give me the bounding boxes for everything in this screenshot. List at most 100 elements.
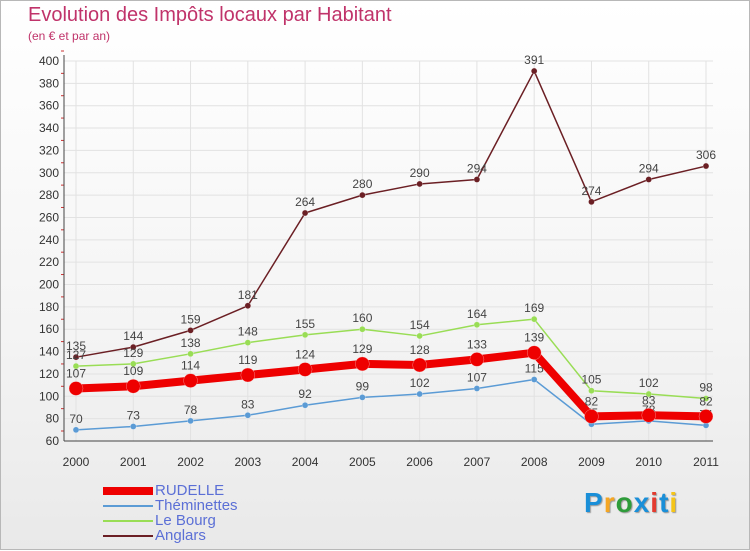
- data-label-le-bourg-2010: 102: [639, 376, 659, 390]
- x-tick-label-2004: 2004: [292, 455, 319, 469]
- data-label-anglars-2002: 159: [181, 312, 201, 326]
- legend-label-theminettes: Théminettes: [155, 497, 238, 514]
- x-tick-label-2009: 2009: [578, 455, 605, 469]
- y-tick-label-140: 140: [39, 345, 59, 359]
- series-line-le-bourg: [75, 318, 707, 400]
- data-label-le-bourg-2005: 160: [352, 311, 372, 325]
- data-label-le-bourg-2008: 169: [524, 301, 544, 315]
- point-anglars-2010: [645, 176, 652, 183]
- y-tick-label-160: 160: [39, 322, 59, 336]
- point-rudelle-2011: [698, 409, 714, 424]
- legend-swatch-theminettes: [103, 505, 153, 507]
- point-rudelle-2004: [297, 362, 313, 377]
- data-label-theminettes-2002: 78: [184, 403, 198, 417]
- point-theminettes-2006: [416, 390, 423, 398]
- data-label-anglars-2009: 274: [581, 184, 601, 198]
- data-label-theminettes-2003: 83: [241, 397, 255, 411]
- point-le-bourg-2005: [359, 325, 366, 333]
- y-tick-label-340: 340: [39, 121, 59, 135]
- point-anglars-2009: [588, 198, 595, 206]
- logo-letter: i: [650, 487, 660, 518]
- point-rudelle-2010: [641, 408, 656, 423]
- x-tick-label-2003: 2003: [234, 455, 261, 469]
- data-label-anglars-2011: 306: [696, 148, 716, 162]
- point-le-bourg-2009: [588, 387, 595, 394]
- y-tick-label-120: 120: [39, 367, 59, 381]
- data-label-le-bourg-2001: 129: [123, 346, 143, 360]
- x-tick-label-2010: 2010: [635, 455, 662, 469]
- x-tick-label-2006: 2006: [406, 455, 433, 469]
- data-label-rudelle-2004: 124: [295, 347, 315, 361]
- point-anglars-2000: [72, 353, 80, 361]
- chart-title: Evolution des Impôts locaux par Habitant: [28, 4, 392, 26]
- data-label-rudelle-2000: 107: [66, 366, 86, 380]
- chart-subtitle: (en € et par an): [28, 29, 111, 43]
- x-tick-label-2011: 2011: [693, 455, 719, 469]
- data-label-rudelle-2011: 82: [699, 394, 713, 408]
- data-label-rudelle-2009: 82: [585, 394, 599, 408]
- y-tick-label-280: 280: [39, 188, 59, 202]
- legend-item-le-bourg: Le Bourg: [103, 512, 303, 529]
- y-tick-label-60: 60: [46, 434, 60, 448]
- data-label-anglars-2006: 290: [410, 166, 430, 180]
- y-tick-label-240: 240: [39, 233, 59, 247]
- logo-letter: x: [633, 487, 651, 518]
- point-theminettes-2001: [130, 423, 137, 430]
- proxiti-logo: Proxiti: [584, 487, 678, 519]
- point-rudelle-2006: [412, 357, 427, 373]
- point-anglars-2006: [416, 180, 423, 188]
- point-le-bourg-2002: [187, 350, 194, 358]
- x-tick-label-2001: 2001: [120, 455, 147, 469]
- series-line-rudelle: [75, 348, 707, 421]
- point-rudelle-2003: [240, 367, 256, 383]
- data-label-theminettes-2001: 73: [127, 408, 141, 422]
- x-tick-label-2008: 2008: [521, 455, 548, 469]
- point-theminettes-2008: [530, 376, 538, 383]
- data-label-theminettes-2005: 99: [356, 379, 370, 393]
- point-rudelle-2009: [584, 409, 599, 424]
- logo-letter: P: [584, 487, 604, 518]
- y-tick-label-320: 320: [39, 143, 59, 157]
- legend-label-rudelle: RUDELLE: [155, 482, 225, 499]
- data-label-rudelle-2001: 109: [123, 364, 143, 378]
- y-tick-label-100: 100: [39, 389, 59, 403]
- data-label-le-bourg-2009: 105: [581, 373, 601, 387]
- point-le-bourg-2006: [416, 332, 423, 340]
- data-label-anglars-2003: 181: [238, 288, 258, 302]
- point-theminettes-2005: [359, 394, 366, 401]
- point-theminettes-2004: [301, 401, 309, 409]
- point-rudelle-2000: [68, 381, 84, 396]
- point-anglars-2011: [702, 162, 710, 170]
- data-label-anglars-2001: 144: [123, 329, 143, 343]
- point-anglars-2001: [130, 343, 137, 351]
- point-rudelle-2001: [126, 378, 141, 394]
- data-label-le-bourg-2007: 164: [467, 307, 487, 321]
- legend-item-rudelle: RUDELLE: [103, 482, 303, 499]
- y-tick-label-400: 400: [39, 54, 59, 68]
- point-le-bourg-2008: [530, 315, 538, 323]
- data-label-rudelle-2007: 133: [467, 337, 487, 351]
- y-tick-label-200: 200: [39, 278, 59, 292]
- data-label-rudelle-2002: 114: [181, 359, 200, 373]
- point-rudelle-2008: [526, 345, 542, 360]
- legend-swatch-le-bourg: [103, 520, 153, 522]
- point-theminettes-2000: [72, 426, 80, 434]
- chart-legend: RUDELLE Théminettes Le Bourg Anglars: [103, 482, 303, 544]
- point-le-bourg-2000: [72, 362, 80, 370]
- point-anglars-2004: [301, 209, 309, 217]
- data-label-theminettes-2000: 70: [69, 412, 83, 426]
- point-theminettes-2003: [244, 412, 252, 419]
- y-tick-label-220: 220: [39, 255, 59, 269]
- logo-letter: r: [603, 487, 616, 518]
- point-le-bourg-2011: [702, 395, 710, 402]
- data-label-theminettes-2006: 102: [410, 376, 430, 390]
- y-tick-label-300: 300: [39, 166, 59, 180]
- data-label-rudelle-2003: 119: [238, 353, 257, 367]
- y-tick-label-380: 380: [39, 76, 59, 90]
- point-theminettes-2002: [187, 417, 194, 425]
- point-anglars-2007: [473, 176, 481, 183]
- point-anglars-2008: [530, 67, 538, 75]
- data-label-anglars-2010: 294: [639, 161, 659, 175]
- legend-swatch-rudelle: [103, 487, 153, 495]
